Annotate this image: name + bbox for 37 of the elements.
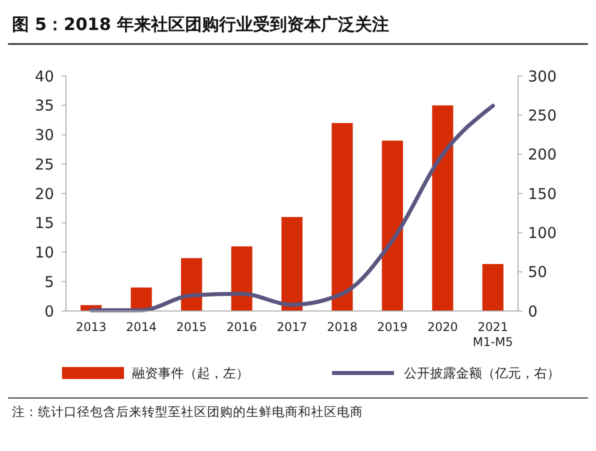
y2-tick-label: 250 xyxy=(528,106,557,124)
y-tick-label: 40 xyxy=(34,67,54,86)
line-series xyxy=(89,104,495,312)
bar xyxy=(281,217,303,311)
x-tick-label: 2014 xyxy=(126,320,157,334)
y2-tick-label: 100 xyxy=(528,224,557,242)
y2-tick-label: 0 xyxy=(528,302,538,320)
legend-label: 融资事件（起，左） xyxy=(132,366,249,382)
text: 注：统计口径包含后来转型至社区团购的生鲜电商和社区电商 xyxy=(12,404,363,419)
bar xyxy=(231,246,252,311)
x-tick-label: 2017 xyxy=(276,320,308,334)
bar xyxy=(432,105,454,311)
bar xyxy=(382,140,403,311)
y-tick-label: 25 xyxy=(34,155,54,174)
chart-title: 图 5：2018 年来社区团购行业受到资本广泛关注 xyxy=(12,15,389,35)
y2-tick-label: 200 xyxy=(528,146,557,164)
y2-tick-label: 300 xyxy=(528,67,557,86)
y-tick-label: 15 xyxy=(34,214,54,232)
y-tick-label: 30 xyxy=(34,126,54,144)
x-tick-label: 2015 xyxy=(176,320,207,334)
bar xyxy=(181,258,202,311)
bar xyxy=(332,123,353,311)
y-tick-label: 10 xyxy=(34,244,54,262)
x-tick-label: 2019 xyxy=(377,320,408,334)
x-tick-label: 2021 M1-M5 xyxy=(472,320,514,349)
bar xyxy=(482,264,504,311)
y-tick-label: 20 xyxy=(34,184,54,203)
x-tick-label: 2020 xyxy=(427,320,458,334)
x-tick-label: 2018 xyxy=(326,320,358,334)
x-tick-label: 2013 xyxy=(76,320,106,334)
x-tick-label: 2016 xyxy=(226,320,258,334)
y-tick-label: 35 xyxy=(34,96,54,115)
y2-tick-label: 150 xyxy=(528,184,557,203)
y-tick-label: 0 xyxy=(44,302,54,320)
y2-tick-label: 50 xyxy=(528,263,548,282)
y-tick-label: 5 xyxy=(44,272,54,291)
legend-label: 公开披露金额（亿元，右） xyxy=(404,366,560,382)
